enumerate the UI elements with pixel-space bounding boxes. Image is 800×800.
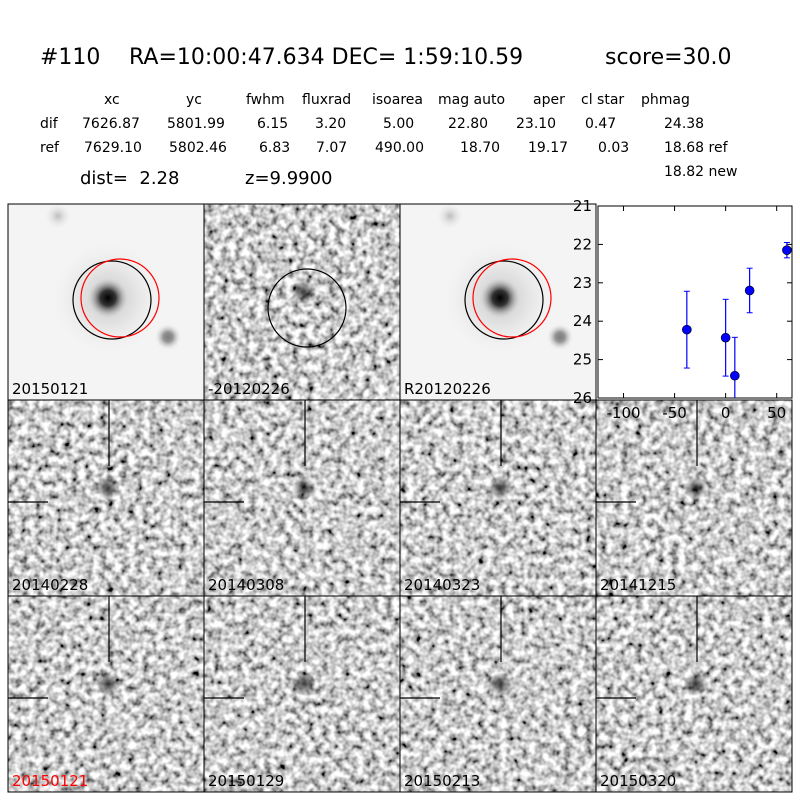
point <box>782 245 792 255</box>
table-cell: 7629.10 <box>84 140 142 156</box>
plot-bg <box>597 205 793 399</box>
aperture-black <box>464 260 544 340</box>
table-header: xc <box>104 92 120 108</box>
point <box>720 332 731 343</box>
y-tick-label: 22 <box>573 235 592 253</box>
y-tick-label: 23 <box>573 274 592 292</box>
title-score: score=30.0 <box>605 45 732 70</box>
panel-label: -20120226 <box>208 380 290 398</box>
source <box>488 476 512 500</box>
table-header: isoarea <box>372 92 423 108</box>
image-panel <box>204 204 400 400</box>
table-cell: 3.20 <box>315 116 346 132</box>
table-cell: 5802.46 <box>169 140 227 156</box>
image-panel <box>596 400 792 596</box>
source3 <box>44 204 72 230</box>
x-tick-label: -100 <box>607 404 641 422</box>
title-id: #110 <box>40 45 100 70</box>
x-tick-label: 50 <box>767 404 786 422</box>
table-header: phmag <box>641 92 690 108</box>
table-cell: 24.38 <box>664 116 704 132</box>
table-cell: ref <box>40 140 60 156</box>
y-tick-label: 21 <box>573 197 592 215</box>
image-panel <box>400 400 596 596</box>
table-header: yc <box>186 92 202 108</box>
table-header: aper <box>533 92 565 108</box>
panel-label: 20140308 <box>208 576 284 594</box>
source2 <box>546 323 574 351</box>
image-panel <box>400 596 596 792</box>
title-coords: RA=10:00:47.634 DEC= 1:59:10.59 <box>129 45 523 70</box>
image-panel <box>400 204 596 400</box>
y-tick-label: 25 <box>573 351 592 369</box>
table-cell: 6.83 <box>259 140 290 156</box>
source2 <box>154 323 182 351</box>
panel-label: 20150121 <box>12 772 88 790</box>
phmag-new: 18.82 new <box>664 164 737 180</box>
table-header: fwhm <box>246 92 285 108</box>
source <box>478 276 522 320</box>
image-panel <box>204 596 400 792</box>
table-header: mag auto <box>438 92 505 108</box>
table-cell: 0.03 <box>598 140 629 156</box>
table-cell: 6.15 <box>257 116 288 132</box>
source <box>292 280 316 304</box>
table-cell: 18.70 <box>460 140 500 156</box>
plot-area <box>682 241 792 398</box>
source <box>96 476 120 500</box>
table-cell: 7.07 <box>316 140 347 156</box>
table-cell: 19.17 <box>528 140 568 156</box>
y-tick-label: 26 <box>573 389 592 407</box>
table-cell: 7626.87 <box>82 116 140 132</box>
aperture-red <box>80 258 160 338</box>
source <box>684 672 708 696</box>
table-header: fluxrad <box>302 92 351 108</box>
point <box>682 324 692 335</box>
table-cell: 22.80 <box>448 116 488 132</box>
panel-label: 20140228 <box>12 576 88 594</box>
x-tick-label: 0 <box>721 404 731 422</box>
panel-label: 20150320 <box>600 772 676 790</box>
table-cell: 18.68 ref <box>664 140 729 156</box>
y-tick-label: 24 <box>573 312 592 330</box>
panel-label: 20150129 <box>208 772 284 790</box>
image-panel <box>8 204 204 400</box>
table-cell: 5.00 <box>383 116 414 132</box>
table-cell: 5801.99 <box>167 116 225 132</box>
image-panel <box>8 596 204 792</box>
z: z=9.9900 <box>245 168 333 189</box>
image-panel <box>8 400 204 596</box>
image-panel <box>204 400 400 596</box>
source3 <box>436 204 464 230</box>
table-cell: 490.00 <box>375 140 424 156</box>
aperture-red <box>472 258 552 338</box>
dist: dist= 2.28 <box>80 168 179 189</box>
source <box>292 476 316 500</box>
panel-label: 20150121 <box>12 380 88 398</box>
point <box>730 370 740 381</box>
panel-label: 20150213 <box>404 772 480 790</box>
table-cell: dif <box>40 116 59 132</box>
table-cell: 23.10 <box>516 116 556 132</box>
aperture-black <box>72 260 152 340</box>
source <box>96 672 120 696</box>
panel-label: R20120226 <box>404 380 491 398</box>
source <box>488 672 512 696</box>
panel-label: 20140323 <box>404 576 480 594</box>
source <box>292 672 316 696</box>
panel-border <box>595 595 793 793</box>
point <box>744 285 755 296</box>
panel-label: 20141215 <box>600 576 676 594</box>
image-panel <box>596 596 792 792</box>
source <box>684 476 708 500</box>
table-cell: 0.47 <box>585 116 616 132</box>
x-tick-label: -50 <box>662 404 687 422</box>
source <box>86 276 130 320</box>
table-header: cl star <box>581 92 624 108</box>
aperture <box>267 268 347 348</box>
